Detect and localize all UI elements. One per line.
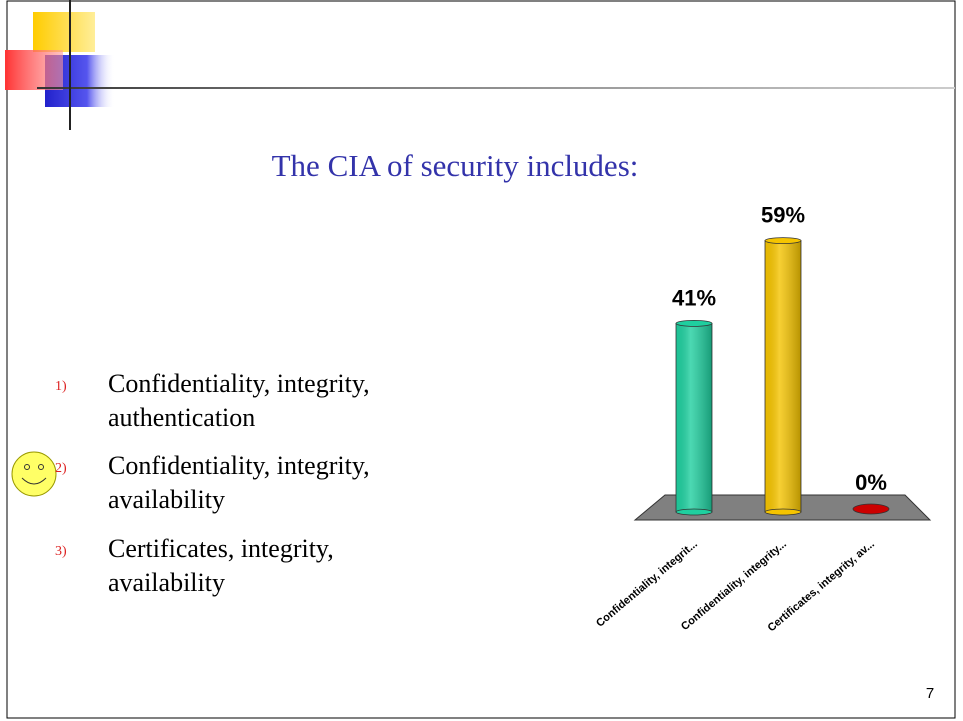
data-label: 59% [761, 203, 805, 228]
option-text: availability [108, 568, 225, 597]
option-text: Certificates, integrity, [108, 534, 334, 563]
bar-cap [764, 237, 802, 245]
option-text: authentication [108, 403, 255, 432]
header-line [37, 87, 955, 89]
bar-cap [675, 319, 713, 327]
slide-frame [6, 0, 956, 719]
data-label: 0% [855, 470, 887, 495]
bar-shade [765, 240, 801, 512]
option-number: 3) [55, 544, 67, 559]
option-text: Confidentiality, integrity, [108, 369, 370, 398]
option-text: availability [108, 485, 225, 514]
bar [852, 503, 890, 515]
slide-title: The CIA of security includes: [272, 148, 639, 183]
option-text: Confidentiality, integrity, [108, 451, 370, 480]
bar-base [764, 508, 802, 516]
deco-yellow [33, 12, 95, 52]
smiley [11, 451, 57, 497]
header-vline [69, 0, 71, 130]
bar-shade [676, 323, 712, 512]
option-number: 2) [55, 461, 67, 476]
data-label: 41% [672, 285, 716, 310]
option-number: 1) [55, 379, 67, 394]
deco-red [5, 50, 63, 90]
bar-base [675, 508, 713, 516]
page-number: 7 [926, 685, 934, 702]
